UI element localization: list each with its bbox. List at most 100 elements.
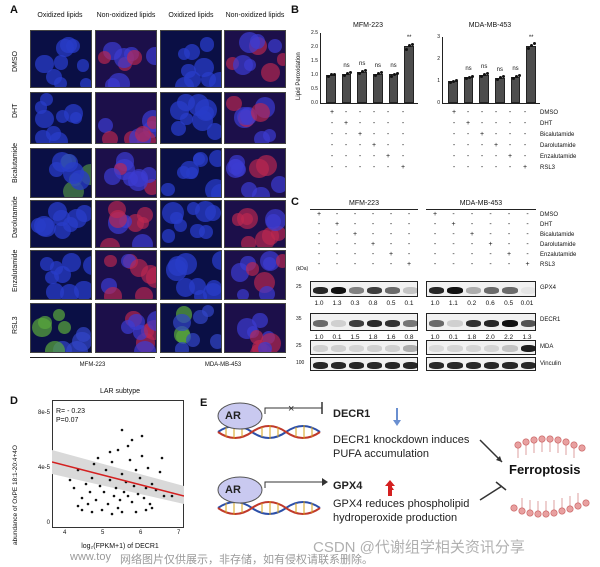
scatter-point xyxy=(88,490,92,494)
band-quantification: 1.0 xyxy=(314,300,324,307)
kda-marker: 25 xyxy=(296,284,302,290)
minus-marker: - xyxy=(401,120,405,127)
scatter-point xyxy=(90,476,94,480)
scatter-point xyxy=(118,498,122,502)
x-axis xyxy=(320,103,418,104)
replicate-point xyxy=(495,77,499,81)
micrograph-cell xyxy=(224,148,286,198)
plus-marker: + xyxy=(432,211,438,218)
minus-marker: - xyxy=(344,153,348,160)
row-label-dmso: DMSO xyxy=(12,51,19,72)
blot-band xyxy=(429,319,445,327)
micrograph-cell xyxy=(224,92,286,144)
row-label-enzalutamide: Enzalutamide xyxy=(12,249,19,292)
minus-marker: - xyxy=(489,221,492,228)
band-quantification: 0.5 xyxy=(386,300,396,307)
blot-band xyxy=(465,345,481,352)
minus-marker: - xyxy=(508,120,512,127)
panel-a-label: A xyxy=(10,4,18,16)
minus-marker: - xyxy=(389,241,393,248)
scatter-point xyxy=(98,484,102,488)
replicate-point xyxy=(395,72,399,75)
replicate-point xyxy=(498,76,502,80)
minus-marker: - xyxy=(466,164,470,171)
minus-marker: - xyxy=(494,131,498,138)
blot-band xyxy=(385,286,400,294)
replicate-point xyxy=(483,73,487,77)
minus-marker: - xyxy=(508,142,512,149)
blot-band xyxy=(429,286,445,294)
scatter-point xyxy=(114,486,118,490)
minus-marker: - xyxy=(371,251,375,258)
scatter-point xyxy=(130,500,134,504)
plus-marker: + xyxy=(385,153,391,160)
y-tick-label: 1.5 xyxy=(311,58,318,64)
treatment-label: Bicalutamide xyxy=(540,132,575,138)
scatter-title: LAR subtype xyxy=(99,388,141,395)
scatter-point xyxy=(80,496,84,500)
scatter-point xyxy=(94,498,98,502)
plus-marker: + xyxy=(507,153,513,160)
scatter-xlabel: log₂(FPKM+1) of DECR1 xyxy=(81,543,159,550)
minus-marker: - xyxy=(452,120,456,127)
kda-label: (kDa) xyxy=(296,266,309,272)
row-label-darolutamide: Darolutamide xyxy=(12,196,19,238)
band-quantification: 0.6 xyxy=(485,300,495,307)
minus-marker: - xyxy=(494,153,498,160)
minus-marker: - xyxy=(386,131,390,138)
blot-band xyxy=(367,286,382,294)
regression-line xyxy=(52,461,184,497)
minus-marker: - xyxy=(507,231,511,238)
minus-marker: - xyxy=(526,221,529,228)
minus-marker: - xyxy=(317,231,321,238)
minus-marker: - xyxy=(335,251,339,258)
bar xyxy=(479,74,489,103)
replicate-point xyxy=(379,71,383,75)
replicate-point xyxy=(451,79,455,83)
minus-marker: - xyxy=(507,211,511,218)
scatter-ylabel: abundance of OxPE 18:1-20:4+4O xyxy=(12,445,19,545)
scatter-point xyxy=(112,494,116,498)
band-quantification: 0.3 xyxy=(350,300,360,307)
significance-label: ns xyxy=(465,66,472,73)
bar xyxy=(341,73,352,103)
blot-protein-label: Vinculin xyxy=(540,361,561,367)
minus-marker: - xyxy=(401,109,405,116)
ar-label-top: AR xyxy=(225,410,241,422)
micrograph-cell xyxy=(95,303,157,353)
blot-band xyxy=(403,345,418,352)
micrograph-cell xyxy=(160,200,222,248)
replicate-point xyxy=(364,69,368,73)
replicate-point xyxy=(411,42,415,46)
panel-b-ylabel: Lipid Peroxidation xyxy=(296,52,302,100)
minus-marker: - xyxy=(523,131,527,138)
plus-marker: + xyxy=(388,251,394,258)
minus-marker: - xyxy=(494,164,498,171)
chart-title-mda: MDA-MB-453 xyxy=(468,22,512,29)
scatter-point xyxy=(144,508,148,512)
minus-marker: - xyxy=(317,221,321,228)
row-label-rsl3: RSL3 xyxy=(12,316,19,334)
replicate-point xyxy=(332,72,336,76)
replicate-point xyxy=(358,71,362,75)
minus-marker: - xyxy=(523,153,527,160)
blot-band xyxy=(447,361,463,369)
blot-cellline-mfm: MFM-223 xyxy=(349,200,379,207)
blot-band xyxy=(484,345,500,352)
blot-band xyxy=(447,345,463,352)
minus-marker: - xyxy=(507,241,511,248)
micrograph-cell xyxy=(30,30,92,88)
treatment-label: DMSO xyxy=(540,212,558,218)
treatment-label: Darolutamide xyxy=(540,242,576,248)
band-quantification: 1.0 xyxy=(430,334,440,341)
minus-marker: - xyxy=(389,231,393,238)
plus-marker: + xyxy=(465,120,471,127)
scatter-point xyxy=(120,428,124,432)
y-tick-label: 1 xyxy=(437,78,440,84)
scatter-point xyxy=(100,508,104,512)
minus-marker: - xyxy=(407,251,411,258)
replicate-point xyxy=(527,47,531,51)
minus-marker: - xyxy=(452,211,455,218)
blot-panel xyxy=(426,357,536,371)
band-quantification: 0.1 xyxy=(448,334,458,341)
